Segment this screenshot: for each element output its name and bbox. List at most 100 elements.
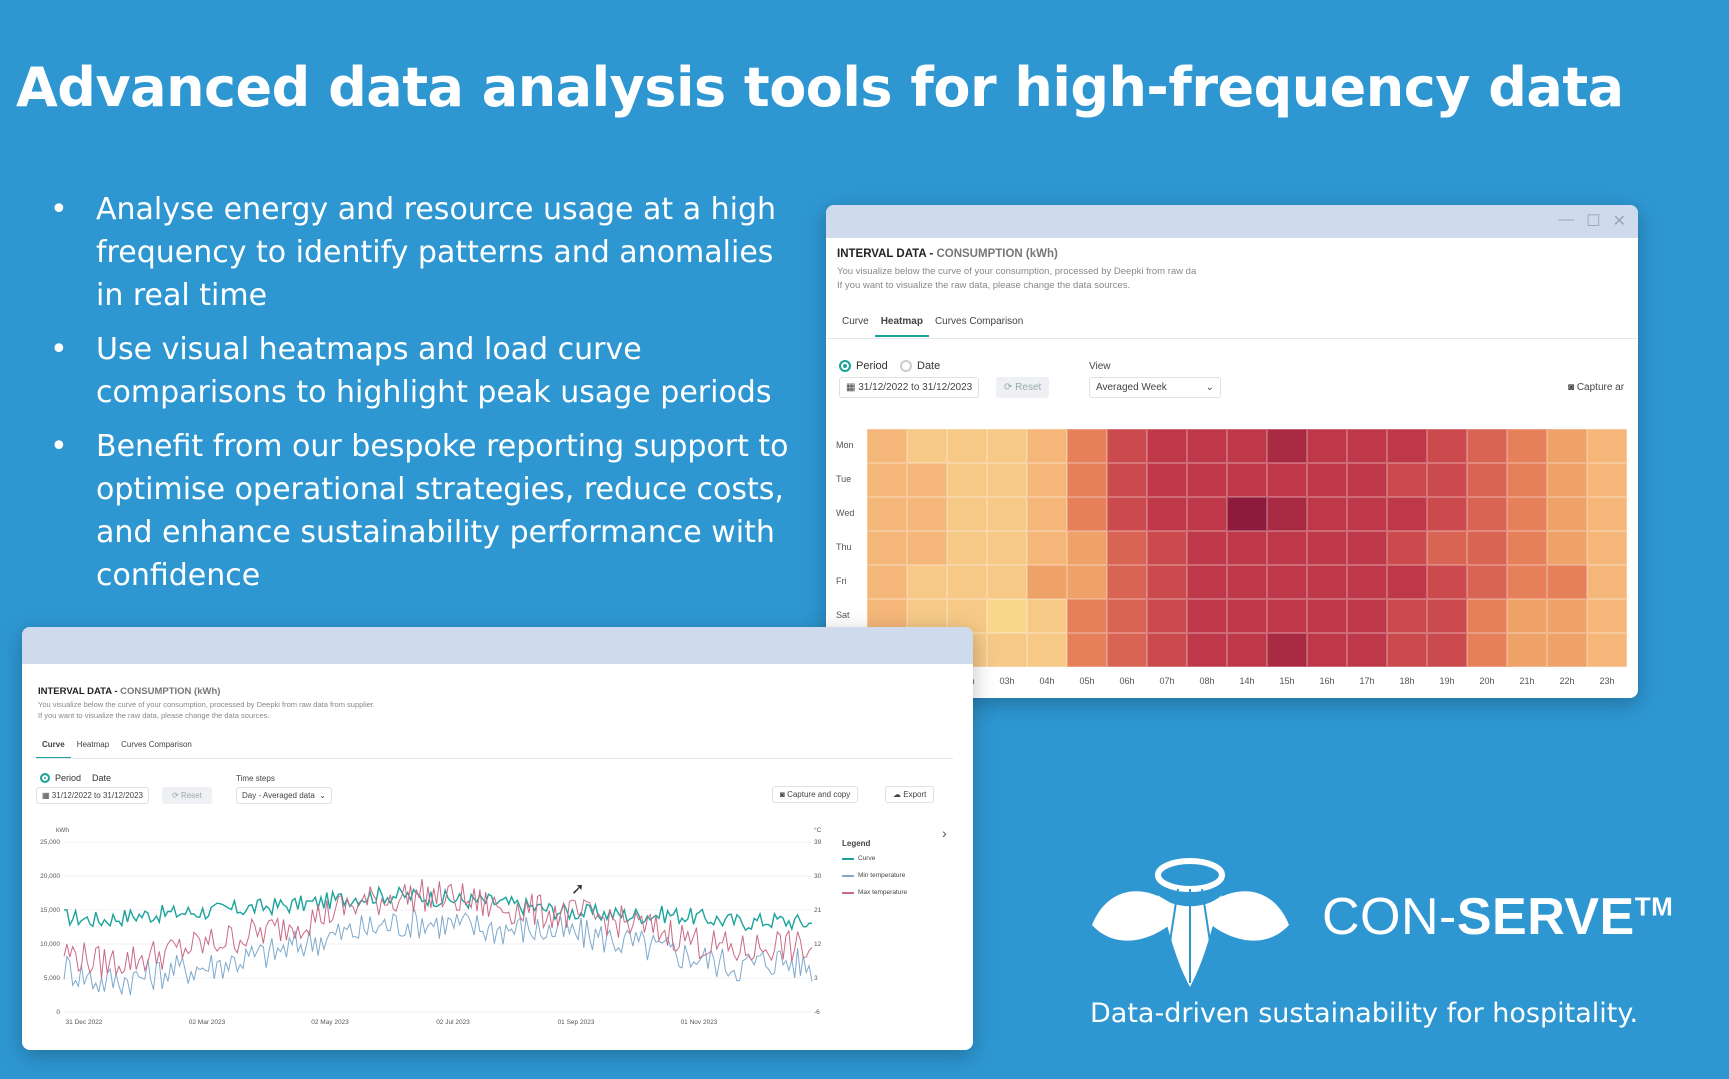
- heatmap-cell: [1427, 599, 1467, 633]
- legend-title: Legend: [842, 839, 871, 848]
- heatmap-cell: [1027, 531, 1067, 565]
- heatmap-cell: [1587, 599, 1627, 633]
- chevron-right-icon[interactable]: ›: [942, 825, 947, 841]
- date-range-field[interactable]: ▦ 31/12/2022 to 31/12/2023: [839, 377, 980, 398]
- date-range-field[interactable]: ▦ 31/12/2022 to 31/12/2023: [36, 787, 149, 804]
- heatmap-day-label: Sat: [836, 610, 850, 620]
- heatmap-cell: [1107, 599, 1147, 633]
- maximize-icon[interactable]: ☐: [1586, 213, 1601, 230]
- heatmap-cell: [1507, 463, 1547, 497]
- refresh-icon: ⟳: [172, 791, 179, 800]
- legend-swatch: [842, 874, 854, 877]
- heatmap-cell: [907, 565, 947, 599]
- legend-item[interactable]: Curve: [842, 855, 875, 862]
- chevron-down-icon: ⌄: [1205, 382, 1214, 393]
- tab-curves-comparison[interactable]: Curves Comparison: [121, 740, 192, 749]
- slide-title: Advanced data analysis tools for high-fr…: [16, 56, 1624, 119]
- heatmap-cell: [1187, 497, 1227, 531]
- heatmap-cell: [1107, 429, 1147, 463]
- heatmap-cell: [867, 497, 907, 531]
- heatmap-cell: [1067, 531, 1107, 565]
- heatmap-cell: [1347, 497, 1387, 531]
- time-steps-select[interactable]: Day - Averaged data ⌄: [236, 787, 332, 804]
- tab-heatmap[interactable]: Heatmap: [874, 316, 929, 337]
- capture-button[interactable]: ◙ Capture ar: [1568, 382, 1625, 393]
- date-radio[interactable]: Date: [92, 773, 112, 783]
- heatmap-cell: [1307, 463, 1347, 497]
- heatmap-cell: [1227, 463, 1267, 497]
- bullet-list: Analyse energy and resource usage at a h…: [46, 188, 806, 608]
- date-radio[interactable]: Date: [900, 360, 940, 372]
- heatmap-cell: [1147, 599, 1187, 633]
- heatmap-cell: [1107, 565, 1147, 599]
- x-tick-label: 31 Dec 2022: [66, 1019, 103, 1026]
- heatmap-cell: [1187, 531, 1227, 565]
- period-radio[interactable]: Period: [839, 360, 888, 372]
- close-icon[interactable]: ✕: [1612, 213, 1626, 230]
- tab-curves-comparison[interactable]: Curves Comparison: [934, 316, 1024, 327]
- heatmap-cell: [1507, 531, 1547, 565]
- period-radio[interactable]: Period: [40, 773, 81, 783]
- y-axis-title: kWh: [56, 827, 69, 834]
- reset-button[interactable]: ⟳ Reset: [162, 787, 212, 804]
- heatmap-cell: [947, 531, 987, 565]
- heatmap-hour-label: 15h: [1279, 676, 1295, 686]
- heatmap-cell: [1387, 497, 1427, 531]
- minimize-icon[interactable]: —: [1558, 211, 1575, 228]
- legend-item[interactable]: Min temperature: [842, 872, 905, 879]
- heatmap-cell: [1227, 429, 1267, 463]
- heatmap-cell: [1147, 565, 1187, 599]
- heatmap-cell: [1227, 633, 1267, 667]
- heatmap-cell: [1027, 429, 1067, 463]
- export-button[interactable]: ☁ Export: [885, 786, 935, 803]
- heatmap-cell: [1147, 497, 1187, 531]
- legend-item[interactable]: Max temperature: [842, 889, 907, 896]
- heatmap-cell: [1427, 531, 1467, 565]
- heatmap-cell: [1547, 565, 1587, 599]
- heatmap-cell: [1067, 429, 1107, 463]
- heatmap-cell: [1307, 599, 1347, 633]
- heatmap-cell: [1147, 429, 1187, 463]
- heatmap-cell: [987, 429, 1027, 463]
- heatmap-cell: [1027, 633, 1067, 667]
- time-steps-label: Time steps: [236, 774, 275, 783]
- heatmap-hour-label: 16h: [1319, 676, 1335, 686]
- heatmap-cell: [947, 565, 987, 599]
- heatmap-cell: [1227, 497, 1267, 531]
- x-tick-label: 02 Mar 2023: [189, 1019, 226, 1026]
- heatmap-cell: [1467, 565, 1507, 599]
- heatmap-cell: [1507, 599, 1547, 633]
- heatmap-cell: [1467, 463, 1507, 497]
- heatmap-cell: [1547, 531, 1587, 565]
- tab-curve[interactable]: Curve: [842, 316, 869, 327]
- heatmap-cell: [1027, 463, 1067, 497]
- heatmap-cell: [1147, 531, 1187, 565]
- heatmap-cell: [1387, 531, 1427, 565]
- heatmap-hour-label: 19h: [1439, 676, 1455, 686]
- heatmap-cell: [1347, 463, 1387, 497]
- heatmap-cell: [1187, 633, 1227, 667]
- tab-heatmap[interactable]: Heatmap: [76, 740, 110, 749]
- heatmap-cell: [1227, 599, 1267, 633]
- window-title-bar: — ☐ ✕: [826, 205, 1638, 238]
- heatmap-cell: [947, 429, 987, 463]
- radio-selected-icon: [839, 360, 851, 372]
- heatmap-cell: [1107, 497, 1147, 531]
- legend-label: Curve: [858, 855, 876, 862]
- capture-copy-button[interactable]: ◙ Capture and copy: [772, 786, 859, 803]
- heatmap-cell: [1187, 429, 1227, 463]
- heatmap-cell: [1427, 497, 1467, 531]
- heatmap-cell: [1267, 599, 1307, 633]
- view-select[interactable]: Averaged Week ⌄: [1089, 377, 1221, 398]
- heatmap-hour-label: 08h: [1199, 676, 1215, 686]
- y-tick-label: 25,000: [40, 839, 60, 846]
- heatmap-cell: [1107, 531, 1147, 565]
- heatmap-cell: [1507, 497, 1547, 531]
- y2-tick-label: -6: [814, 1009, 820, 1016]
- heatmap-cell: [1347, 531, 1387, 565]
- series-line-min-temperature: [63, 906, 813, 996]
- heatmap-cell: [1067, 565, 1107, 599]
- series-line-max-temperature: [63, 879, 813, 979]
- reset-button[interactable]: ⟳ Reset: [996, 377, 1050, 398]
- heatmap-cell: [1387, 565, 1427, 599]
